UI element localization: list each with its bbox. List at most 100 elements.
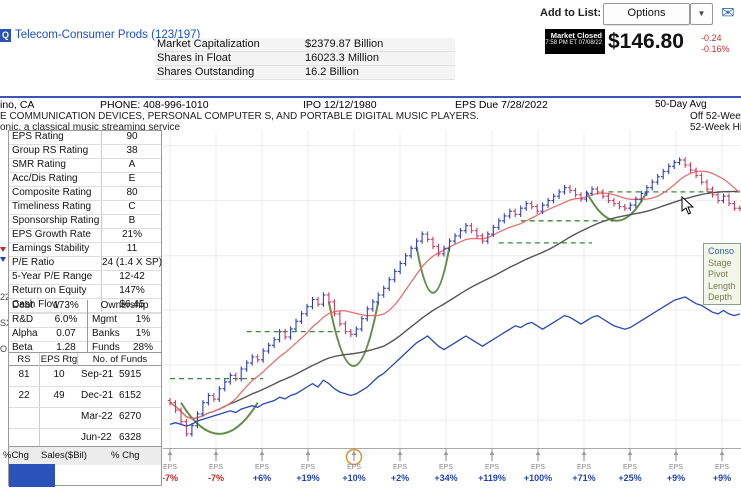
svg-text:+9%: +9% bbox=[667, 473, 685, 483]
rating-label: Return on Equity bbox=[12, 285, 87, 296]
financial-row: Alpha 0.07 bbox=[9, 328, 87, 342]
rating-row: Sponsorship Rating B bbox=[9, 215, 161, 229]
rating-row: SMR Rating A bbox=[9, 159, 161, 173]
stat-row: Shares in Float 16023.3 Million bbox=[155, 52, 455, 66]
company-description-line1: E COMMUNICATION DEVICES, PERSONAL COMPUT… bbox=[0, 111, 479, 122]
ownership-label: Funds bbox=[92, 342, 120, 353]
rating-row: EPS Rating 90 bbox=[9, 131, 161, 145]
funds-quarter: Jun-22 bbox=[81, 432, 112, 443]
sales-header: Sales($Bil) bbox=[41, 450, 87, 461]
rating-value: 80 bbox=[101, 187, 162, 200]
funds-quarter: Sep-21 bbox=[81, 369, 114, 380]
mouse-cursor-icon bbox=[681, 195, 695, 221]
rating-label: EPS Rating bbox=[12, 131, 64, 142]
rating-row: 5-Year P/E Range 12-42 bbox=[9, 271, 161, 285]
funds-table-header: RS EPS Rtg No. of Funds bbox=[9, 352, 161, 366]
cut-text-fragment: SX bbox=[0, 318, 13, 328]
rating-row: P/E Ratio 24 (1.4 X SP) bbox=[9, 257, 162, 271]
svg-text:+19%: +19% bbox=[296, 473, 319, 483]
stock-chart[interactable]: EPS -7% EPS -7% EPS +6% EPS +19% EPS +10% EPS +2% EP… bbox=[162, 130, 741, 486]
tooltip-line: Stage bbox=[708, 257, 732, 268]
financial-row: Debt 173% bbox=[9, 300, 87, 314]
symbol-badge: Q bbox=[0, 29, 11, 42]
svg-text:EPS: EPS bbox=[301, 464, 315, 471]
cut-text-fragment: O bbox=[0, 344, 8, 354]
funds-eps-value bbox=[39, 429, 78, 449]
stat-row: Market Capitalization $2379.87 Billion bbox=[155, 38, 455, 52]
rating-label: Group RS Rating bbox=[12, 145, 89, 156]
svg-text:EPS: EPS bbox=[577, 464, 591, 471]
symbol-group-link[interactable]: Telecom-Consumer Prods (123/197) bbox=[15, 29, 201, 41]
stat-label: Shares Outstanding bbox=[157, 66, 255, 78]
funds-quarter: Dec-21 bbox=[81, 390, 114, 401]
financial-label: Beta bbox=[12, 342, 33, 353]
rating-value: A bbox=[101, 159, 162, 172]
no-of-funds-header: No. of Funds bbox=[77, 353, 162, 366]
tooltip-line: Conso bbox=[708, 246, 735, 256]
ownership-value: 1% bbox=[135, 314, 151, 325]
financials-block: Debt 173% R&D 6.0% Alpha 0.07 Beta 1.28 Ownersh… bbox=[9, 300, 161, 356]
rating-label: Sponsorship Rating bbox=[12, 215, 100, 226]
company-ipo: IPO 12/12/1980 bbox=[303, 99, 377, 111]
fifty-day-avg-label: 50-Day Avg bbox=[655, 99, 707, 110]
svg-text:EPS: EPS bbox=[393, 464, 407, 471]
svg-text:EPS: EPS bbox=[439, 464, 453, 471]
svg-text:+100%: +100% bbox=[524, 473, 552, 483]
rating-value: 38 bbox=[101, 145, 162, 158]
price-change-pct: -0.16% bbox=[701, 44, 730, 54]
financial-value: 1.28 bbox=[56, 342, 76, 353]
stat-label: Shares in Float bbox=[157, 52, 231, 64]
eps-due-date: EPS Due 7/28/2022 bbox=[455, 99, 548, 111]
funds-count: 5915 bbox=[119, 369, 142, 380]
stat-value: 16023.3 Million bbox=[305, 52, 379, 64]
rating-value: E bbox=[101, 173, 162, 186]
rating-value: 147% bbox=[101, 285, 162, 298]
financial-label: Alpha bbox=[12, 328, 38, 339]
funds-rows: 81 10 Sep-21 5915 22 49 Dec-21 6152 Mar-22 6270 Ju… bbox=[9, 366, 161, 450]
svg-text:+10%: +10% bbox=[342, 473, 365, 483]
svg-text:EPS: EPS bbox=[485, 464, 499, 471]
svg-text:+2%: +2% bbox=[391, 473, 409, 483]
svg-text:+34%: +34% bbox=[434, 473, 457, 483]
funds-quarter: Mar-22 bbox=[81, 411, 113, 422]
rating-label: Acc/Dis Rating bbox=[12, 173, 78, 184]
mail-button[interactable]: ✉ bbox=[716, 3, 740, 23]
options-dropdown-button[interactable]: ▼ bbox=[690, 3, 713, 25]
key-stats-block: Market Capitalization $2379.87 Billion S… bbox=[155, 38, 455, 80]
financial-value: 173% bbox=[53, 300, 79, 311]
funds-count: 6328 bbox=[119, 432, 142, 443]
price-chart-svg: EPS -7% EPS -7% EPS +6% EPS +19% EPS +10% EPS +2% EP… bbox=[162, 130, 741, 483]
financial-label: Debt bbox=[12, 300, 34, 311]
down-arrow-blue-icon bbox=[0, 257, 6, 262]
svg-text:EPS: EPS bbox=[669, 464, 683, 471]
rating-label: SMR Rating bbox=[12, 159, 66, 170]
ownership-value: 1% bbox=[135, 328, 151, 339]
rating-value: C bbox=[101, 201, 162, 214]
svg-text:EPS: EPS bbox=[163, 464, 177, 471]
chart-tooltip-panel: Conso Stage Pivot Length Depth bbox=[703, 243, 741, 305]
eps-rtg-header: EPS Rtg bbox=[39, 353, 78, 366]
rating-value: $6.45 bbox=[101, 299, 162, 312]
rating-value: 12-42 bbox=[101, 271, 162, 284]
financial-row: R&D 6.0% bbox=[9, 314, 87, 328]
ownership-row: Mgmt 1% bbox=[88, 314, 161, 328]
last-price: $146.80 bbox=[608, 30, 684, 53]
rating-label: EPS Growth Rate bbox=[12, 229, 91, 240]
company-description-line2: onic, a classical music streaming servic… bbox=[0, 122, 181, 133]
sales-latest-cell bbox=[9, 464, 55, 487]
stat-value: $2379.87 Billion bbox=[305, 38, 384, 50]
rating-row: Return on Equity 147% bbox=[9, 285, 161, 299]
svg-text:EPS: EPS bbox=[715, 464, 729, 471]
rating-label: 5-Year P/E Range bbox=[12, 271, 93, 282]
funds-count: 6152 bbox=[119, 390, 142, 401]
funds-count: 6270 bbox=[119, 411, 142, 422]
ownership-row: Banks 1% bbox=[88, 328, 161, 342]
company-city: ino, CA bbox=[0, 99, 35, 111]
options-button[interactable]: Options bbox=[603, 3, 690, 25]
chevron-down-icon: ▼ bbox=[697, 9, 706, 18]
rating-row: Composite Rating 80 bbox=[9, 187, 161, 201]
off-52-week-label: Off 52-Wee bbox=[690, 111, 741, 122]
ownership-block: Ownership Mgmt 1% Banks 1% Funds 28% bbox=[88, 300, 161, 356]
rating-row: Earnings Stability 11 bbox=[9, 243, 161, 257]
